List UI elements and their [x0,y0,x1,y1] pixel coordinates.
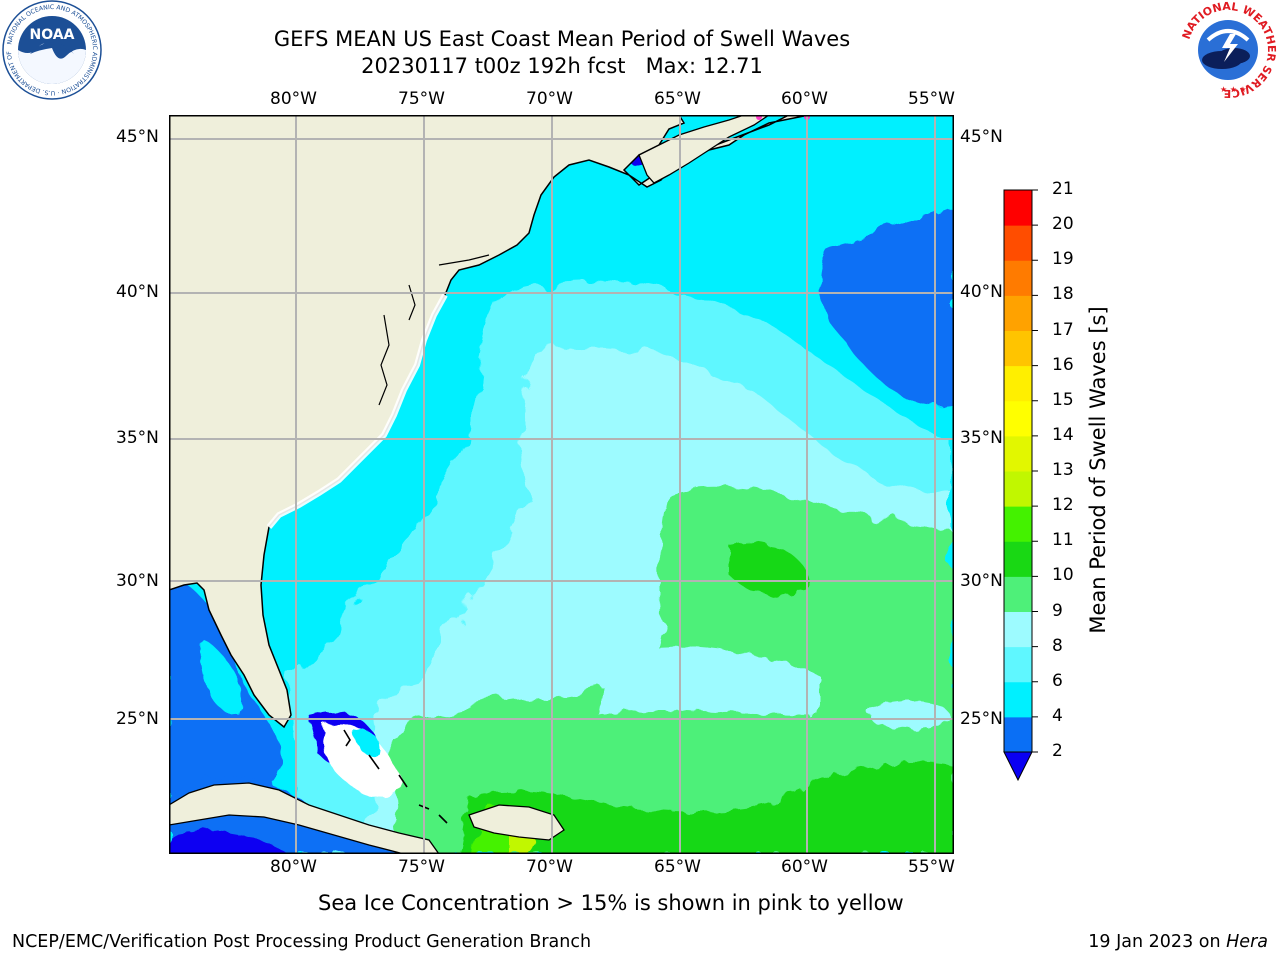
colorbar-tick-label: 17 [1052,319,1074,340]
map-gridlines [169,115,954,854]
lon-label-bottom: 65°W [654,857,701,877]
lon-label-top: 70°W [526,89,573,109]
lon-label-bottom: 60°W [781,857,828,877]
lon-label-top: 55°W [908,89,955,109]
chart-title: GEFS MEAN US East Coast Mean Period of S… [273,27,851,51]
colorbar-tick-label: 15 [1052,389,1074,410]
colorbar-tick-label: 21 [1052,179,1074,199]
lon-label-bottom: 80°W [270,857,317,877]
lat-label-left: 45°N [116,127,159,147]
sea-ice-note: Sea Ice Concentration > 15% is shown in … [318,891,904,915]
swell-low-region-ne [818,205,954,407]
lon-label-top: 80°W [270,89,317,109]
colorbar [1003,189,1038,782]
bahamas-islands [343,729,448,824]
lat-label-left: 40°N [116,282,159,302]
colorbar-tick-label: 11 [1052,530,1074,551]
colorbar-tick-label: 12 [1052,495,1074,516]
lat-label-left: 35°N [116,428,159,448]
colorbar-segment [1004,576,1032,612]
colorbar-segment [1004,541,1032,577]
colorbar-tick-label: 16 [1052,354,1074,375]
colorbar-segment [1004,260,1032,296]
footer-credit: NCEP/EMC/Verification Post Processing Pr… [12,932,592,952]
colorbar-segment [1004,190,1032,226]
colorbar-tick-label: 10 [1052,565,1074,586]
colorbar-tick-label: 19 [1052,249,1074,270]
colorbar-tick-label: 4 [1052,705,1063,726]
noaa-logo: NATIONAL OCEANIC AND ATMOSPHERIC ADMINIS… [0,0,102,100]
colorbar-tick-label: 6 [1052,670,1063,691]
lon-label-top: 65°W [654,89,701,109]
colorbar-segment [1004,716,1032,753]
noaa-wordmark: NOAA [30,27,75,43]
lat-label-right: 45°N [960,127,1003,147]
nws-logo: NATIONAL WEATHER SERVICE ★ ★ ★ [1180,0,1278,100]
lon-label-top: 60°W [781,89,828,109]
colorbar-segment [1004,506,1032,542]
colorbar-segment [1004,435,1032,472]
land-nova-scotia [638,115,771,184]
lon-label-bottom: 70°W [526,857,573,877]
colorbar-segment [1004,365,1032,402]
swell-period-map [169,115,954,854]
footer-date: 19 Jan 2023 on Hera [1088,932,1268,952]
footer-date-text: 19 Jan 2023 on [1088,932,1227,952]
lat-label-right: 40°N [960,282,1003,302]
lon-label-bottom: 75°W [398,857,445,877]
lon-label-bottom: 55°W [908,857,955,877]
swell-band-10-11 [459,762,954,854]
lat-label-right: 35°N [960,428,1003,448]
colorbar-label: Mean Period of Swell Waves [s] [1086,306,1110,634]
colorbar-tick-label: 18 [1052,284,1074,305]
colorbar-segment [1004,681,1032,718]
land-hispaniola [468,804,565,841]
colorbar-segment [1004,611,1032,648]
colorbar-segment [1004,330,1032,367]
lat-label-left: 30°N [116,571,159,591]
lat-label-right: 25°N [960,709,1003,729]
colorbar-tick-label: 8 [1052,635,1063,656]
colorbar-under-extend [1003,751,1033,782]
lat-label-right: 30°N [960,571,1003,591]
colorbar-tick-label: 2 [1052,741,1063,761]
bahamas-bank [323,722,401,798]
colorbar-tick-label: 20 [1052,214,1074,235]
svg-text:★ ★ ★: ★ ★ ★ [1220,85,1247,94]
land-cuba [169,782,440,854]
colorbar-segment [1004,225,1032,261]
colorbar-tick-label: 13 [1052,460,1074,480]
colorbar-segment [1004,646,1032,683]
colorbar-tick-label: 14 [1052,424,1074,445]
lat-label-left: 25°N [116,709,159,729]
chart-subtitle: 20230117 t00z 192h fcst Max: 12.71 [361,54,763,78]
colorbar-tick-label: 9 [1052,600,1063,621]
colorbar-segment [1004,400,1032,437]
colorbar-segment [1004,471,1032,507]
land-us-east-coast [169,115,954,729]
footer-machine: Hera [1226,932,1268,952]
colorbar-segment [1004,295,1032,331]
lon-label-top: 75°W [398,89,445,109]
